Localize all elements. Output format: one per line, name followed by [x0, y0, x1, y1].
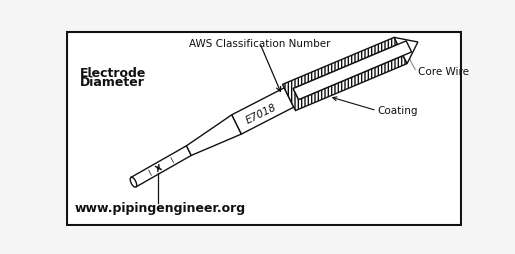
Polygon shape — [283, 37, 407, 110]
Text: Electrode: Electrode — [79, 67, 146, 80]
Polygon shape — [131, 146, 191, 187]
Polygon shape — [394, 37, 418, 64]
Polygon shape — [293, 41, 411, 100]
Text: www.pipingengineer.org: www.pipingengineer.org — [75, 202, 246, 215]
Polygon shape — [293, 41, 411, 100]
Text: E7018: E7018 — [244, 102, 278, 126]
Text: Core Wire: Core Wire — [418, 67, 469, 77]
Ellipse shape — [130, 177, 136, 187]
Polygon shape — [232, 88, 294, 134]
Text: Diameter: Diameter — [79, 76, 144, 89]
Text: AWS Classification Number: AWS Classification Number — [189, 39, 331, 49]
Text: Coating: Coating — [377, 106, 418, 116]
Polygon shape — [186, 115, 242, 155]
